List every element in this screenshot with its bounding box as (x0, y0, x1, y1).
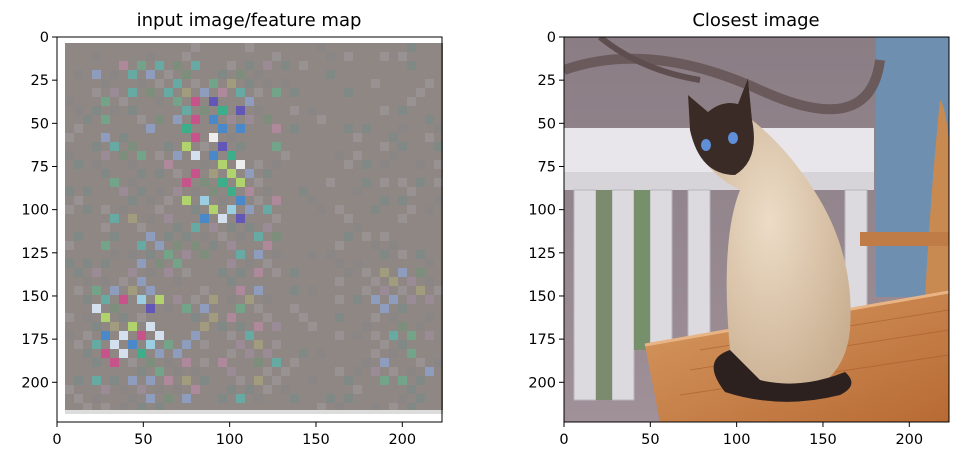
siamese-cat-photo (564, 37, 949, 422)
y-tick-label: 100 (21, 203, 49, 219)
y-tick-label: 0 (547, 30, 556, 46)
x-tick-label: 0 (559, 432, 568, 448)
feature-map-image (57, 37, 443, 422)
axis-ticks: 0 50 100 150 200 0 25 50 75 100 125 150 175 200 (21, 30, 416, 448)
panel-closest-image: Closest image (528, 10, 950, 448)
y-tick-label: 125 (528, 246, 556, 262)
panel-title: Closest image (692, 10, 819, 31)
x-tick-label: 150 (302, 432, 330, 448)
y-tick-label: 0 (40, 30, 49, 46)
x-tick-label: 200 (388, 432, 416, 448)
x-tick-label: 0 (52, 432, 61, 448)
panel-title: input image/feature map (137, 10, 362, 31)
y-tick-label: 25 (538, 73, 556, 89)
panel-feature-map: input image/feature map 0 50 100 150 200 0 25 5… (21, 10, 443, 448)
y-tick-label: 75 (31, 159, 49, 175)
axes-frame (563, 36, 950, 423)
y-tick-label: 175 (21, 332, 49, 348)
y-tick-label: 200 (528, 375, 556, 391)
y-tick-label: 150 (21, 289, 49, 305)
y-tick-label: 50 (31, 116, 49, 132)
x-tick-label: 200 (895, 432, 923, 448)
axes-frame (56, 36, 443, 423)
y-tick-label: 125 (21, 246, 49, 262)
y-tick-label: 75 (538, 159, 556, 175)
y-tick-label: 25 (31, 73, 49, 89)
x-tick-label: 150 (809, 432, 837, 448)
x-tick-label: 100 (216, 432, 244, 448)
y-tick-label: 150 (528, 289, 556, 305)
axis-ticks: 0 50 100 150 200 0 25 50 75 100 125 150 175 200 (528, 30, 923, 448)
x-tick-label: 100 (723, 432, 751, 448)
y-tick-label: 200 (21, 375, 49, 391)
x-tick-label: 50 (641, 432, 659, 448)
y-tick-label: 50 (538, 116, 556, 132)
y-tick-label: 100 (528, 203, 556, 219)
checkerboard-pattern (65, 43, 443, 412)
x-tick-label: 50 (134, 432, 152, 448)
y-tick-label: 175 (528, 332, 556, 348)
